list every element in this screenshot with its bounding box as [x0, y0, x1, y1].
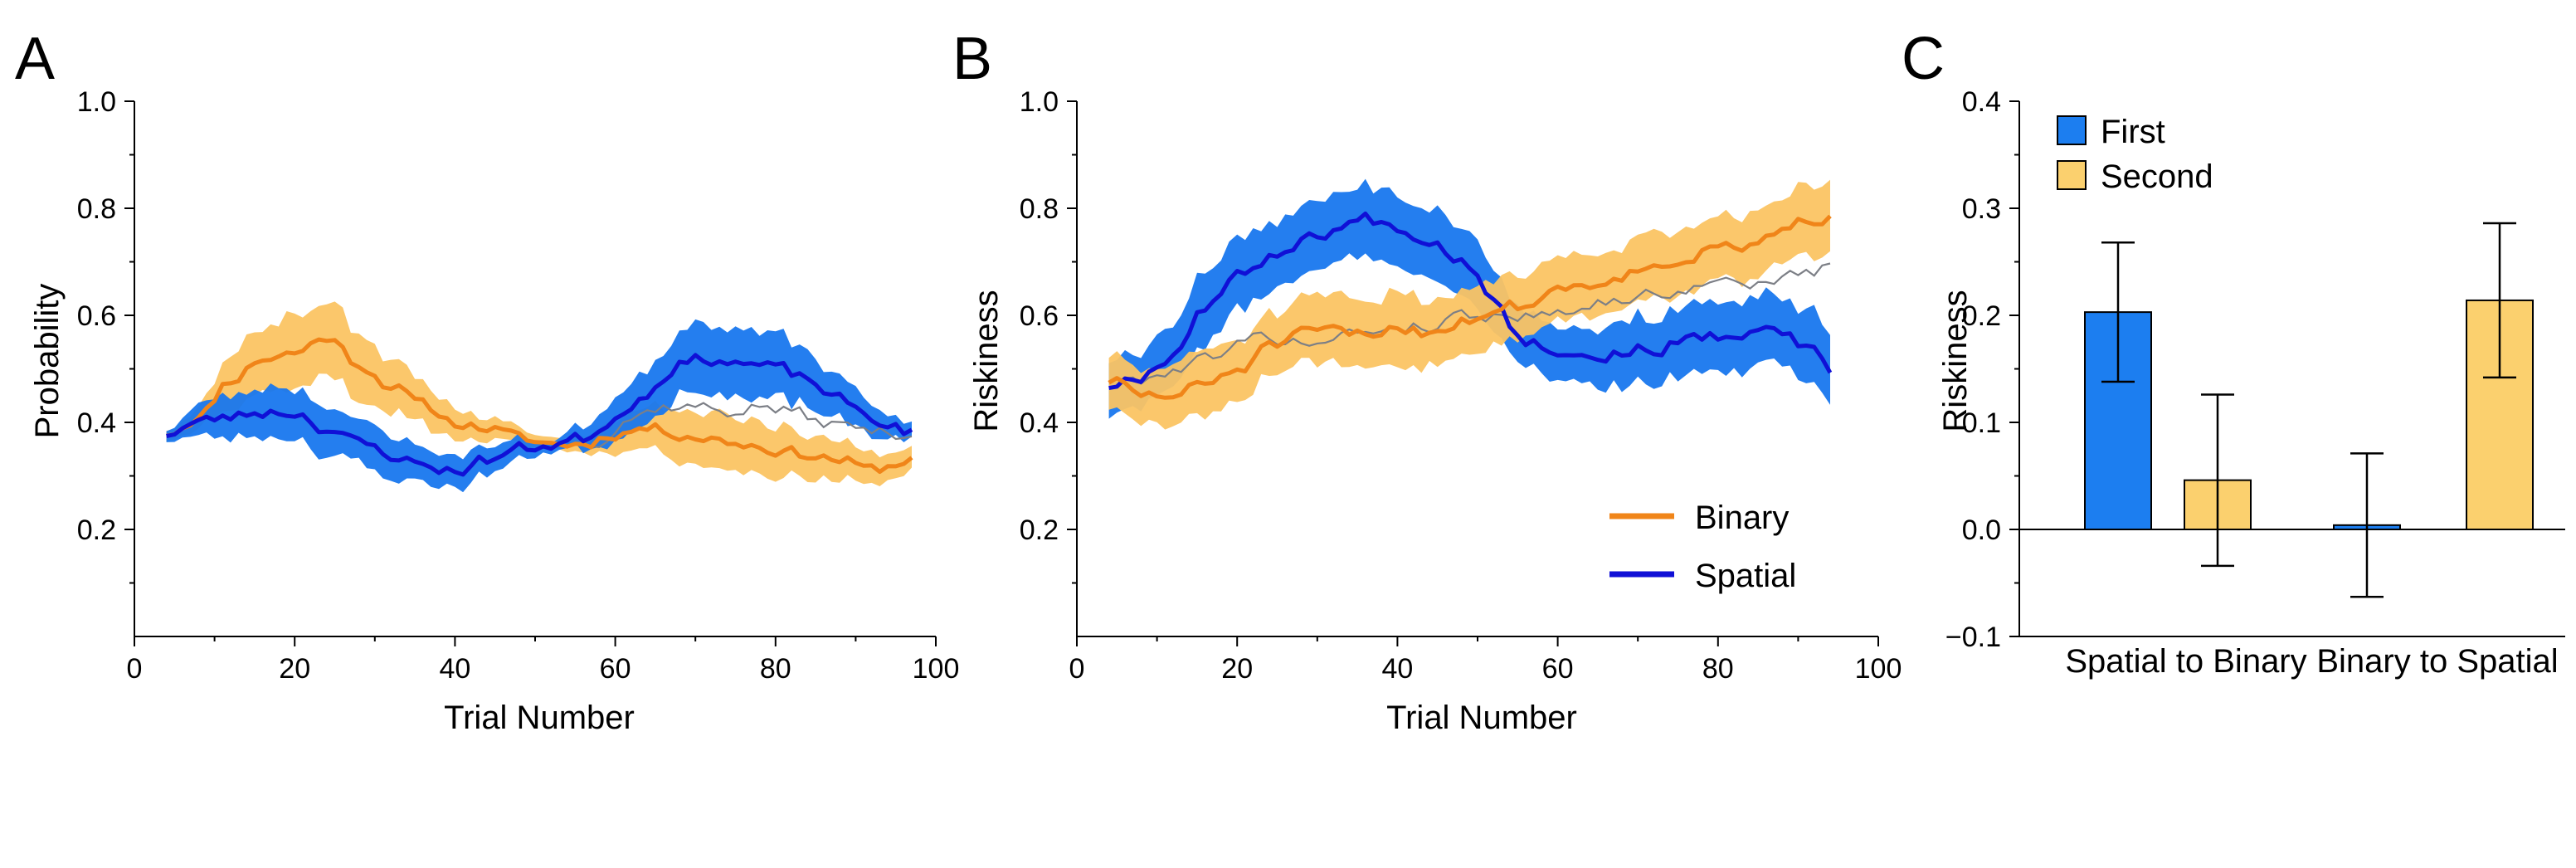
- panel-a-y-axis-title: Probability: [29, 284, 66, 439]
- panel-c-bars: [2084, 222, 2534, 598]
- panel-letter-a: A: [15, 26, 55, 92]
- gray-overlay-line: [567, 402, 913, 448]
- band-binary: [1108, 179, 1830, 430]
- y-tick-label: −0.1: [1945, 622, 2001, 653]
- x-tick-label: 40: [439, 653, 470, 685]
- x-tick-label: 60: [1542, 653, 1574, 685]
- panel-letter-b: B: [952, 26, 992, 92]
- panel-a-x-axis-title: Trial Number: [444, 700, 635, 736]
- y-tick-label: 0.6: [1020, 300, 1059, 332]
- gray-overlay-line: [1108, 262, 1831, 389]
- y-tick-label: 0.2: [1962, 300, 2001, 332]
- panel-b-axes: 0.2 0.4 0.6 0.8 1.0 0 20 40 60 80 100: [1020, 86, 1902, 685]
- x-tick-label: 20: [1221, 653, 1253, 685]
- band-binary: [166, 301, 913, 486]
- y-tick-label: 0.6: [77, 300, 116, 332]
- y-tick-label: 1.0: [77, 86, 116, 118]
- mean-line-binary: [166, 337, 913, 475]
- panel-b: B 0.2 0.4 0.6 0.8 1.0 0 20 40 60 80 100 Trial Numb…: [952, 26, 1902, 736]
- panel-a-axes: 0.2 0.4 0.6 0.8 1.0 0 20 40 60 80 100: [77, 86, 960, 685]
- y-tick-label: 0.0: [1962, 514, 2001, 546]
- panel-b-x-axis-title: Trial Number: [1386, 700, 1577, 736]
- panel-b-legend: Binary Spatial: [1609, 500, 1796, 594]
- y-tick-label: 0.2: [77, 514, 116, 546]
- x-tick-label: 0: [1069, 653, 1085, 685]
- legend-spatial-label: Spatial: [1695, 558, 1796, 594]
- panel-a-bands: [166, 301, 913, 493]
- panel-a: A 0.2 0.4 0.6 0.8 1.0 0 20 40 60 80 100 Trial Numb…: [15, 26, 959, 736]
- panel-b-y-axis-title: Riskiness: [968, 290, 1005, 432]
- legend-binary-label: Binary: [1695, 500, 1789, 536]
- y-tick-label: 0.8: [77, 193, 116, 225]
- panel-b-bands: [1108, 178, 1830, 430]
- x-tick-label: 40: [1381, 653, 1413, 685]
- panel-c: C −0.1 0.0 0.1 0.2 0.3 0.4 Riskiness Spatial …: [1902, 26, 2565, 680]
- y-tick-label: 0.1: [1962, 407, 2001, 439]
- panel-c-legend: First Second: [2057, 114, 2213, 195]
- x-tick-label: 20: [279, 653, 310, 685]
- panel-c-category-1-label: Binary to Spatial: [2316, 643, 2558, 680]
- panel-b-mean-lines: [1108, 211, 1833, 400]
- panel-letter-c: C: [1902, 26, 1945, 92]
- mean-line-binary: [1108, 214, 1832, 400]
- legend-second-label: Second: [2101, 158, 2213, 195]
- y-tick-label: 0.8: [1020, 193, 1059, 225]
- panel-c-y-axis-title: Riskiness: [1937, 290, 1974, 432]
- legend-first-label: First: [2101, 114, 2165, 150]
- panel-c-axes: −0.1 0.0 0.1 0.2 0.3 0.4: [1945, 86, 2565, 653]
- y-tick-label: 0.4: [77, 407, 116, 439]
- legend-second-swatch: [2057, 160, 2087, 190]
- y-tick-label: 0.4: [1020, 407, 1059, 439]
- x-tick-label: 80: [760, 653, 791, 685]
- mean-line-spatial: [1108, 211, 1833, 391]
- panel-b-gray-line: [1108, 262, 1831, 389]
- panel-c-category-0-label: Spatial to Binary: [2065, 643, 2306, 680]
- x-tick-label: 60: [600, 653, 631, 685]
- y-tick-label: 0.2: [1020, 514, 1059, 546]
- legend-first-swatch: [2057, 115, 2087, 145]
- x-tick-label: 100: [1855, 653, 1902, 685]
- y-tick-label: 1.0: [1020, 86, 1059, 118]
- y-tick-label: 0.3: [1962, 193, 2001, 225]
- mean-line-spatial: [166, 353, 913, 477]
- x-tick-label: 0: [127, 653, 143, 685]
- x-tick-label: 100: [913, 653, 960, 685]
- panel-a-mean-lines: [166, 337, 913, 477]
- y-tick-label: 0.4: [1962, 86, 2001, 118]
- x-tick-label: 80: [1702, 653, 1734, 685]
- panel-a-gray-line: [567, 402, 913, 448]
